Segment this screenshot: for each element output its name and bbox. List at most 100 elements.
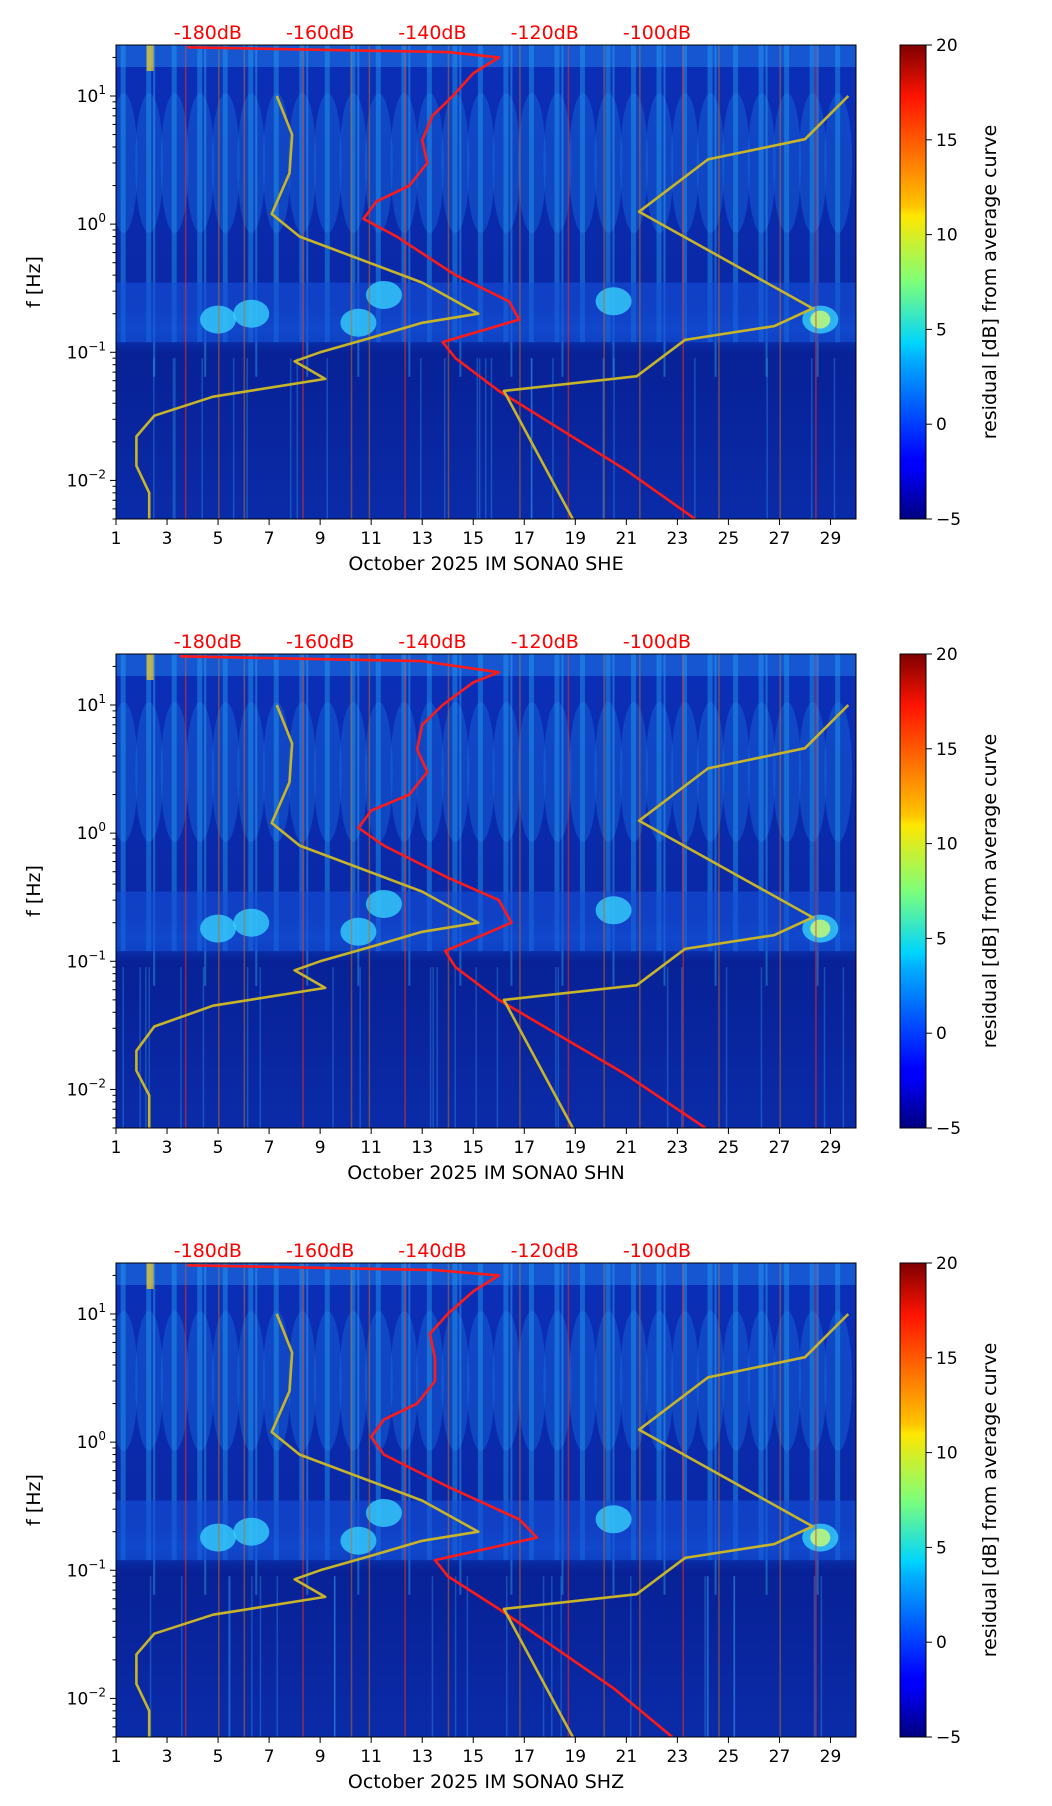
y-tick-label: 101	[77, 1301, 106, 1325]
heatmap-field	[116, 45, 856, 519]
colorbar-tick-label: 20	[936, 645, 958, 665]
x-tick-label: 11	[360, 1747, 382, 1767]
x-tick-label: 15	[462, 1138, 484, 1158]
x-tick-label: 29	[820, 529, 842, 549]
top-db-label: -160dB	[286, 1240, 354, 1262]
colorbar-label: residual [dB] from average curve	[979, 1343, 1001, 1658]
x-tick-label: 9	[315, 529, 326, 549]
x-tick-label: 27	[769, 1138, 791, 1158]
plot-frame	[115, 653, 857, 1129]
top-db-label: -120dB	[511, 631, 579, 653]
x-tick-label: 3	[162, 1747, 173, 1767]
yellow-curve	[502, 95, 850, 519]
x-tick-label: 3	[162, 529, 173, 549]
top-db-label: -160dB	[286, 22, 354, 44]
y-axis-label: f [Hz]	[23, 256, 45, 308]
top-db-label: -180dB	[174, 22, 242, 44]
colorbar: 20 15 10 5 0 −5 residual [dB] from average cur…	[899, 645, 1001, 1139]
x-tick-label: 9	[315, 1747, 326, 1767]
x-tick-label: 13	[411, 1138, 433, 1158]
x-tick-label: 5	[213, 529, 224, 549]
colorbar: 20 15 10 5 0 −5 residual [dB] from average cur…	[899, 36, 1001, 530]
top-db-label: -120dB	[511, 22, 579, 44]
x-tick-label: 7	[264, 1747, 275, 1767]
x-axis-label: October 2025 IM SONA0 SHZ	[348, 1771, 624, 1793]
colorbar: 20 15 10 5 0 −5 residual [dB] from average cur…	[899, 1254, 1001, 1748]
colorbar-tick-label: 15	[936, 740, 958, 760]
colorbar-label: residual [dB] from average curve	[979, 734, 1001, 1049]
x-tick-label: 23	[667, 529, 689, 549]
y-tick-label: 10−2	[67, 1685, 106, 1709]
colorbar-tick-label: 15	[936, 1349, 958, 1369]
top-db-label: -140dB	[398, 22, 466, 44]
x-tick-label: 29	[820, 1138, 842, 1158]
colorbar-tick-label: 0	[936, 1633, 947, 1653]
top-db-label: -100dB	[623, 1240, 691, 1262]
x-tick-label: 11	[360, 529, 382, 549]
x-tick-label: 19	[564, 1138, 586, 1158]
x-tick-label: 23	[667, 1747, 689, 1767]
x-tick-label: 1	[111, 1138, 122, 1158]
red-curve	[179, 655, 707, 1128]
x-tick-label: 7	[264, 529, 275, 549]
x-tick-label: 17	[513, 529, 535, 549]
y-tick-label: 101	[77, 83, 106, 107]
colorbar-tick-label: 5	[936, 320, 947, 340]
top-db-label: -140dB	[398, 1240, 466, 1262]
top-db-label: -100dB	[623, 22, 691, 44]
x-tick-label: 19	[564, 1747, 586, 1767]
x-tick-label: 7	[264, 1138, 275, 1158]
x-tick-label: 5	[213, 1747, 224, 1767]
colorbar-label: residual [dB] from average curve	[979, 125, 1001, 440]
x-tick-label: 13	[411, 529, 433, 549]
colorbar-tick-label: −5	[936, 1119, 961, 1139]
y-axis-label: f [Hz]	[23, 1474, 45, 1526]
x-tick-label: 21	[616, 529, 638, 549]
y-axis-label: f [Hz]	[23, 865, 45, 917]
x-tick-label: 25	[718, 1747, 740, 1767]
x-tick-label: 1	[111, 1747, 122, 1767]
top-db-label: -160dB	[286, 631, 354, 653]
colorbar-tick-label: 10	[936, 1444, 958, 1464]
y-tick-label: 10−1	[67, 948, 106, 972]
y-tick-label: 101	[77, 692, 106, 716]
yellow-curve	[135, 1313, 480, 1737]
x-tick-label: 25	[718, 1138, 740, 1158]
x-tick-label: 9	[315, 1138, 326, 1158]
colorbar-tick-label: 0	[936, 415, 947, 435]
x-tick-label: 15	[462, 529, 484, 549]
x-axis-label: October 2025 IM SONA0 SHN	[347, 1162, 624, 1184]
red-curve	[187, 46, 696, 519]
colorbar-tick-label: −5	[936, 510, 961, 530]
yellow-curve	[135, 95, 480, 519]
x-tick-label: 29	[820, 1747, 842, 1767]
x-tick-label: 27	[769, 1747, 791, 1767]
x-tick-label: 27	[769, 529, 791, 549]
x-tick-label: 5	[213, 1138, 224, 1158]
x-tick-label: 23	[667, 1138, 689, 1158]
x-tick-label: 1	[111, 529, 122, 549]
y-tick-label: 100	[77, 1429, 106, 1453]
x-tick-label: 17	[513, 1747, 535, 1767]
colorbar-tick-label: −5	[936, 1728, 961, 1748]
yellow-curve	[135, 704, 480, 1128]
colorbar-tick-label: 5	[936, 929, 947, 949]
y-tick-label: 100	[77, 211, 106, 235]
top-db-label: -140dB	[398, 631, 466, 653]
y-tick-label: 100	[77, 820, 106, 844]
y-tick-label: 10−2	[67, 467, 106, 491]
y-tick-label: 10−1	[67, 339, 106, 363]
yellow-curve	[502, 704, 850, 1128]
x-tick-label: 19	[564, 529, 586, 549]
colorbar-tick-label: 5	[936, 1538, 947, 1558]
yellow-curve	[502, 1313, 850, 1737]
x-tick-label: 21	[616, 1138, 638, 1158]
colorbar-tick-label: 10	[936, 835, 958, 855]
plot-frame	[115, 1262, 857, 1738]
x-tick-label: 15	[462, 1747, 484, 1767]
top-db-label: -100dB	[623, 631, 691, 653]
colorbar-tick-label: 15	[936, 131, 958, 151]
